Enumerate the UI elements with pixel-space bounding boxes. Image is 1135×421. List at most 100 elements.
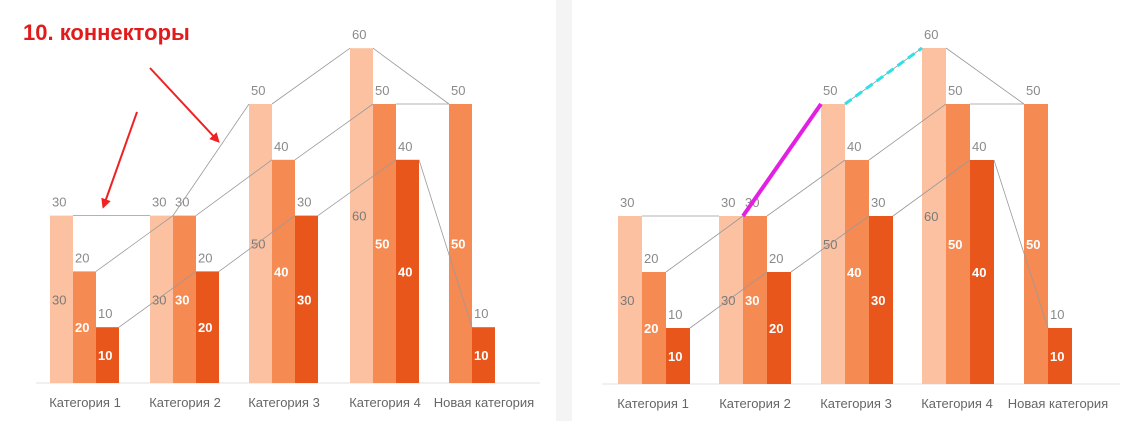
bar-series1-cat1 [618, 216, 642, 384]
inside-label-series3-cat1: 10 [98, 348, 112, 363]
inside-label-series1-cat4: 60 [352, 209, 366, 224]
top-label-series3-cat3: 30 [297, 195, 311, 210]
top-label-series3-cat4: 40 [972, 139, 986, 154]
red-arrow-2 [149, 67, 220, 143]
top-label-series1-cat3: 50 [251, 83, 265, 98]
category-tick-1: Категория 1 [617, 396, 689, 411]
connector-series3-seg3 [317, 159, 397, 216]
top-label-series1-cat3: 50 [823, 83, 837, 98]
category-tick-1: Категория 1 [49, 395, 121, 410]
connector-series1-seg3 [271, 47, 351, 105]
bar-series1-cat4 [922, 48, 946, 384]
top-label-series2-cat4: 50 [375, 83, 389, 98]
top-label-series1-cat2: 30 [152, 195, 166, 210]
inside-label-series2-cat4: 50 [948, 237, 962, 252]
bar-series2-cat4 [946, 104, 970, 384]
highlight-connector-dashed [844, 46, 923, 106]
top-label-series2-cat3: 40 [274, 139, 288, 154]
inside-label-series2-cat5: 50 [1026, 237, 1040, 252]
bar-series2-cat3 [845, 160, 869, 384]
bar-series3-cat2 [767, 272, 791, 384]
connector-series1-seg4 [372, 47, 450, 105]
inside-label-series3-cat1: 10 [668, 349, 682, 364]
connector-series3-seg4 [993, 159, 1049, 329]
bar-series2-cat5 [449, 104, 472, 383]
connector-series2-seg1 [665, 215, 744, 273]
chart-right-svg: 30 30 30 30 50 50 60 60 20 20 30 30 40 40 50 50 50 50 10 10… [602, 27, 1120, 411]
inside-label-series1-cat4: 60 [924, 209, 938, 224]
bar-series3-cat4 [970, 160, 994, 384]
highlight-connector-solid [741, 102, 823, 218]
bar-series3-cat3 [295, 215, 318, 383]
bar-series1-cat2 [719, 216, 743, 384]
bar-series3-cat5 [472, 327, 495, 383]
connector-series3-seg2 [790, 215, 870, 273]
bar-series2-cat5 [1024, 104, 1048, 384]
category-tick-3: Категория 3 [820, 396, 892, 411]
bar-series2-cat2 [173, 215, 196, 383]
bar-series1-cat3 [249, 104, 272, 383]
bar-series3-cat1 [666, 328, 690, 384]
inside-label-series2-cat3: 40 [274, 264, 288, 279]
connector-series3-seg1 [118, 271, 197, 328]
connector-series2-seg3 [868, 103, 947, 161]
chart-panel-left: 3030303050506060202030304040505050501010… [0, 0, 556, 421]
bar-series3-cat2 [196, 271, 219, 383]
bar-series1-cat1 [50, 215, 73, 383]
connector-series2-seg2 [766, 159, 846, 217]
top-label-series2-cat1: 20 [644, 251, 658, 266]
top-label-series3-cat4: 40 [398, 139, 412, 154]
panel-divider [556, 0, 572, 421]
top-label-series3-cat5: 10 [474, 306, 488, 321]
top-label-series1-cat1: 30 [620, 195, 634, 210]
top-label-series3-cat1: 10 [668, 307, 682, 322]
inside-label-series3-cat5: 10 [1050, 349, 1064, 364]
connector-series3-seg4 [418, 159, 473, 328]
connector-series2-seg3 [294, 103, 374, 161]
top-label-series1-cat2: 30 [721, 195, 735, 210]
inside-label-series3-cat3: 30 [297, 292, 311, 307]
connector-series3-seg3 [892, 159, 971, 217]
inside-label-series3-cat5: 10 [474, 348, 488, 363]
bar-series1-cat4 [350, 48, 373, 383]
top-label-series3-cat1: 10 [98, 306, 112, 321]
top-label-series3-cat2: 20 [769, 251, 783, 266]
category-tick-4: Категория 4 [349, 395, 421, 410]
bar-series3-cat1 [96, 327, 119, 383]
bar-series3-cat3 [869, 216, 893, 384]
red-arrow-1 [101, 111, 138, 209]
top-label-series2-cat1: 20 [75, 250, 89, 265]
category-tick-5: Новая категория [1008, 396, 1108, 411]
inside-label-series3-cat2: 20 [198, 320, 212, 335]
inside-label-series1-cat1: 30 [620, 293, 634, 308]
top-label-series3-cat3: 30 [871, 195, 885, 210]
bar-series2-cat4 [373, 104, 396, 383]
top-label-series1-cat1: 30 [52, 195, 66, 210]
chart-left-svg: 3030303050506060202030304040505050501010… [36, 27, 540, 410]
category-tick-2: Категория 2 [719, 396, 791, 411]
top-label-series1-cat4: 60 [924, 27, 938, 42]
inside-label-series2-cat1: 20 [644, 321, 658, 336]
category-tick-2: Категория 2 [149, 395, 221, 410]
inside-label-series2-cat4: 50 [375, 237, 389, 252]
connector-series2-seg1 [95, 215, 174, 272]
connector-series3-seg2 [218, 215, 296, 272]
category-tick-5: Новая категория [434, 395, 534, 410]
bar-series3-cat5 [1048, 328, 1072, 384]
category-tick-4: Категория 4 [921, 396, 993, 411]
top-label-series3-cat2: 20 [198, 250, 212, 265]
top-label-series2-cat4: 50 [948, 83, 962, 98]
connector-series3-seg1 [689, 271, 768, 329]
inside-label-series3-cat4: 40 [398, 264, 412, 279]
connector-series1-seg2 [172, 103, 250, 216]
inside-label-series3-cat4: 40 [972, 265, 986, 280]
top-label-series1-cat4: 60 [352, 27, 366, 42]
bar-series3-cat4 [396, 159, 419, 383]
bar-series2-cat2 [743, 216, 767, 384]
top-label-series3-cat5: 10 [1050, 307, 1064, 322]
bar-series2-cat1 [642, 272, 666, 384]
inside-label-series1-cat3: 50 [823, 237, 837, 252]
inside-label-series1-cat2: 30 [152, 292, 166, 307]
bar-series2-cat1 [73, 271, 96, 383]
chart-panel-right: 30 30 30 30 50 50 60 60 20 20 30 30 40 40 50 50 50 50 10 10… [572, 0, 1135, 421]
